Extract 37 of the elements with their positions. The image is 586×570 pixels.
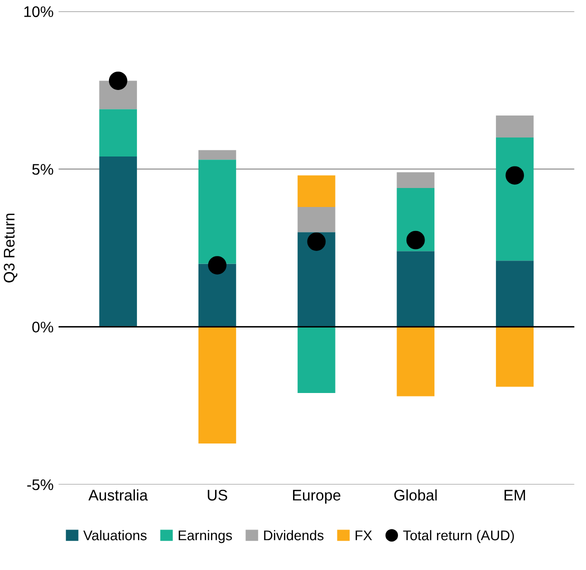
bar [396,251,434,327]
point [108,72,128,90]
bar [298,206,336,232]
bar [496,260,534,327]
bar [396,326,434,396]
point [406,230,425,250]
legend-label: Earnings [178,530,232,544]
bar [198,160,236,264]
legend-label: Valuations [83,530,147,540]
bar [198,150,236,160]
bar [298,175,336,207]
y-tick-label: 10% [24,6,54,18]
bar [99,109,137,156]
legend-label: FX [356,530,372,540]
x-tick-label: Europe [293,490,340,504]
bar [396,172,434,188]
point [506,166,524,185]
legend-label: Dividends [264,530,324,540]
point [208,256,226,274]
y-tick-label: -5% [27,479,54,490]
x-tick-label: US [208,490,228,501]
bar [198,264,236,327]
y-axis-title: Q3 Return [4,214,18,282]
bar [496,138,534,261]
y-tick-label: 5% [32,164,54,175]
x-tick-label: Australia [88,489,148,501]
bar [298,326,336,394]
point [307,232,326,251]
x-tick-label: Global [394,489,437,501]
bar [198,326,236,444]
bar [298,232,336,327]
bar [496,326,534,387]
legend-label: Total return (AUD) [403,530,514,544]
x-tick-label: EM [504,490,525,500]
bar [496,115,534,138]
bar [99,156,137,327]
y-tick-label: 0% [32,322,54,332]
